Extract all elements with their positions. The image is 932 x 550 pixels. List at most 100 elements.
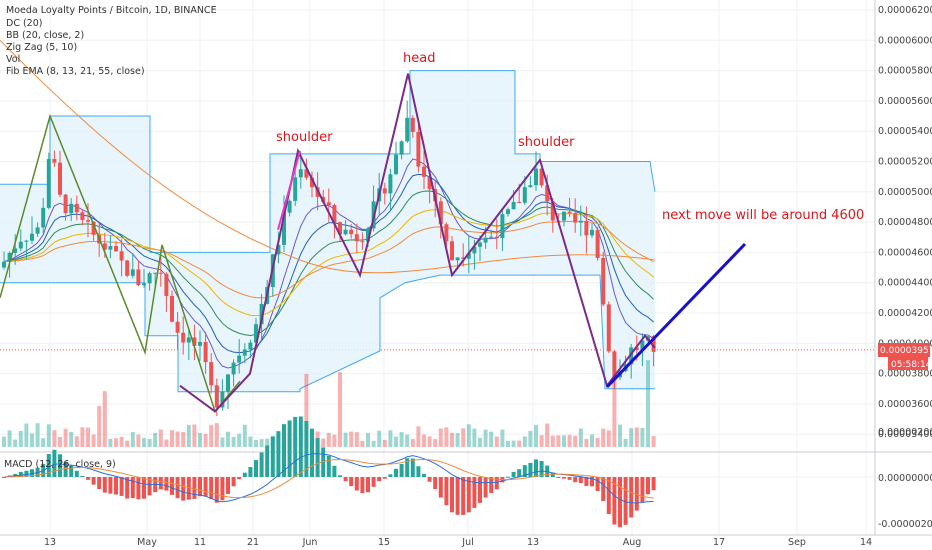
candle-body — [130, 269, 135, 276]
macd-histogram-bar — [438, 477, 443, 498]
volume-bar — [550, 435, 555, 447]
macd-histogram-bar — [18, 471, 23, 477]
macd-histogram-bar — [472, 477, 477, 508]
price-tick: 0.00004800 — [878, 217, 932, 228]
volume-bar — [522, 436, 527, 447]
indicator-vol: Vol — [6, 54, 20, 65]
candle-body — [343, 229, 348, 235]
candle-body — [209, 362, 214, 386]
volume-bars — [2, 360, 656, 447]
time-tick: 11 — [194, 537, 206, 548]
candle-body — [164, 273, 169, 296]
macd-histogram-bar — [629, 477, 634, 518]
time-tick: 21 — [247, 537, 259, 548]
candle-body — [472, 246, 477, 254]
macd-histogram-bar — [371, 477, 376, 487]
candle-body — [534, 168, 538, 186]
volume-bar — [242, 424, 247, 447]
candle-body — [7, 252, 12, 262]
candle-body — [578, 220, 583, 223]
volume-bar — [158, 429, 163, 447]
volume-bar — [405, 434, 410, 447]
volume-bar — [539, 435, 544, 447]
candle-body — [562, 211, 566, 221]
candle-body — [237, 355, 242, 363]
candle-body — [102, 243, 107, 250]
macd-histogram-bar — [354, 477, 359, 491]
candle-body — [287, 200, 292, 213]
candle-body — [388, 174, 393, 194]
volume-bar — [248, 436, 253, 447]
macd-histogram-bar — [181, 477, 186, 501]
candle-body — [550, 201, 555, 221]
macd-histogram-bar — [522, 465, 527, 477]
macd-histogram-bar — [147, 477, 152, 496]
macd-histogram-bar — [640, 477, 645, 503]
volume-bar — [114, 438, 118, 447]
volume-bar — [186, 425, 191, 447]
candle-body — [545, 185, 550, 202]
volume-bar — [136, 434, 141, 447]
candle-body — [455, 257, 460, 261]
volume-bar — [119, 436, 124, 447]
volume-bar — [108, 438, 113, 447]
volume-bar — [198, 433, 202, 447]
candle-body — [170, 295, 174, 322]
candle-body — [203, 341, 208, 363]
candle-body — [80, 212, 85, 221]
macd-histogram-bar — [623, 477, 628, 525]
macd-histogram-bar — [237, 477, 242, 480]
macd-tick: 0.00000000 — [878, 473, 932, 484]
time-tick: Aug — [623, 537, 642, 548]
candle-body — [46, 159, 51, 208]
volume-bar — [478, 437, 482, 447]
macd-histogram-bar — [315, 438, 320, 477]
volume-bar — [399, 432, 404, 447]
volume-bar — [30, 433, 34, 447]
macd-histogram-bar — [455, 477, 460, 515]
candle-body — [427, 176, 432, 190]
macd-histogram-bar — [270, 436, 275, 477]
volume-bar — [377, 430, 382, 447]
macd-histogram-bar — [2, 477, 6, 478]
candle-body — [612, 351, 617, 378]
volume-bar — [634, 427, 639, 447]
volume-bar — [489, 431, 494, 447]
volume-bar — [304, 373, 309, 447]
candle-body — [147, 273, 152, 284]
volume-bar — [338, 372, 342, 447]
candle-body — [573, 213, 578, 223]
candle-body — [640, 340, 645, 351]
annotation-head: head — [403, 51, 435, 66]
macd-histogram-bar — [388, 474, 393, 477]
time-tick: 15 — [378, 537, 390, 548]
volume-bar — [192, 424, 197, 447]
volume-bar — [618, 424, 622, 447]
channel-lower — [0, 274, 655, 393]
candle-body — [198, 341, 202, 346]
macd-histogram-bar — [483, 477, 488, 498]
volume-bar — [461, 428, 466, 447]
macd-histogram-bar — [651, 477, 656, 491]
macd-histogram-bar — [192, 477, 197, 499]
macd-histogram-bar — [422, 473, 426, 477]
volume-bar — [606, 430, 611, 447]
macd-histogram-bar — [556, 477, 561, 478]
volume-bar — [164, 439, 169, 447]
volume-bar — [595, 437, 600, 447]
volume-bar — [573, 435, 578, 447]
macd-tick: 0.00000200 — [878, 427, 932, 438]
macd-histogram-bar — [108, 477, 113, 494]
volume-bar — [102, 391, 107, 447]
macd-histogram-bar — [102, 477, 107, 493]
macd-histogram-bar — [164, 477, 169, 491]
macd-histogram-bar — [584, 477, 589, 486]
annotation-right-shoulder: shoulder — [518, 135, 575, 150]
candle-body — [517, 201, 522, 203]
candle-body — [405, 117, 410, 142]
volume-bar — [646, 360, 650, 447]
price-axis: 0.00006200 0.00006000 0.00005800 0.00005600… — [878, 5, 932, 440]
macd-histogram-bar — [158, 477, 163, 490]
volume-bar — [444, 427, 449, 447]
macd-histogram-bar — [511, 471, 516, 477]
